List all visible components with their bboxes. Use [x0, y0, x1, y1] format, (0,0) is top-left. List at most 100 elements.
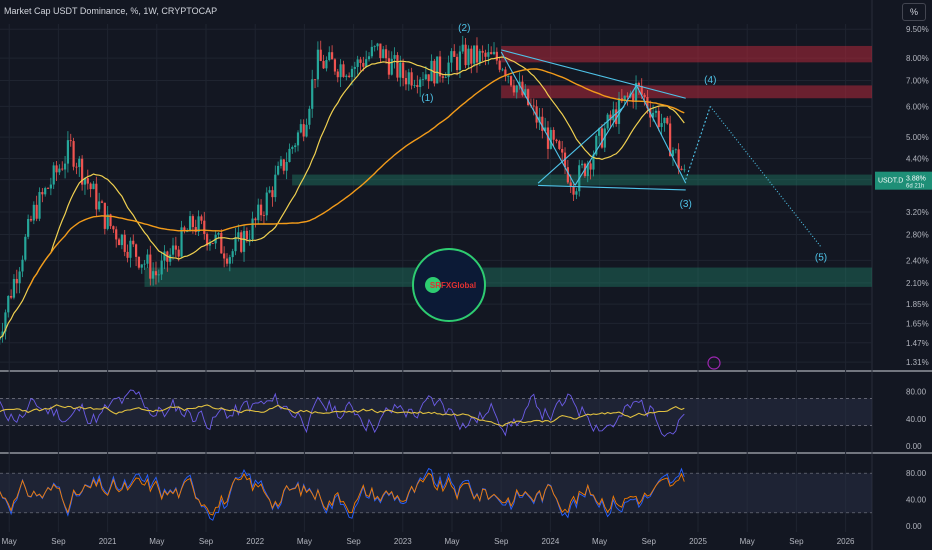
- time-tick-label: Sep: [494, 537, 509, 546]
- candle-body: [265, 192, 268, 216]
- candle-body: [46, 188, 50, 189]
- zigzag-leg: [537, 106, 625, 184]
- wave-label: (1): [421, 93, 433, 104]
- zigzag-leg: [574, 85, 637, 186]
- candle-body: [7, 295, 10, 313]
- price-tick-label: 6.00%: [906, 102, 929, 111]
- candle-body: [49, 184, 52, 189]
- time-tick-label: Sep: [199, 537, 214, 546]
- candlestick-series: [0, 35, 686, 345]
- candle-body: [651, 112, 655, 118]
- candle-body: [663, 117, 666, 124]
- candle-body: [197, 216, 200, 232]
- candle-body: [544, 127, 547, 131]
- candle-body: [18, 271, 21, 284]
- percent-scale-button[interactable]: %: [902, 3, 926, 21]
- candle-body: [152, 271, 155, 279]
- candle-body: [677, 149, 680, 169]
- candle-body: [83, 178, 87, 185]
- candle-body: [640, 86, 643, 95]
- price-tick-label: 7.00%: [906, 77, 929, 86]
- candle-body: [294, 145, 297, 148]
- time-tick-label: May: [149, 537, 164, 546]
- candle-body: [225, 258, 229, 264]
- candle-body: [305, 124, 308, 137]
- time-tick-label: Sep: [642, 537, 657, 546]
- candle-body: [277, 165, 280, 175]
- candle-body: [333, 59, 337, 72]
- wave-label: (5): [815, 252, 827, 263]
- candle-body: [319, 49, 322, 61]
- candle-body: [643, 94, 646, 97]
- candle-body: [421, 79, 425, 80]
- candle-body: [339, 64, 342, 78]
- candle-body: [268, 190, 271, 193]
- candle-body: [160, 260, 163, 275]
- candle-body: [248, 239, 251, 240]
- candle-body: [509, 76, 513, 86]
- candle-body: [228, 257, 231, 264]
- candle-body: [171, 245, 175, 255]
- candle-body: [359, 59, 362, 63]
- candle-body: [72, 141, 75, 167]
- osc-tick-label: 40.00: [906, 496, 927, 505]
- candle-body: [680, 168, 683, 170]
- candle-body: [413, 85, 416, 86]
- price-tick-label: 5.00%: [906, 133, 929, 142]
- candle-body: [637, 82, 640, 87]
- candle-body: [353, 66, 356, 69]
- candle-body: [546, 127, 550, 149]
- candle-body: [504, 69, 507, 77]
- price-tick-label: 8.00%: [906, 54, 929, 63]
- candle-body: [52, 165, 55, 185]
- candle-body: [367, 56, 371, 60]
- candle-body: [521, 81, 524, 96]
- candle-body: [240, 232, 243, 252]
- candle-body: [149, 254, 152, 279]
- osc-tick-label: 80.00: [906, 469, 927, 478]
- candle-body: [169, 254, 172, 262]
- candle-body: [38, 192, 41, 219]
- candle-body: [117, 239, 121, 246]
- candle-body: [112, 226, 115, 230]
- ma-fast-line: [0, 56, 685, 339]
- globe-icon: [425, 277, 441, 293]
- candle-body: [592, 154, 595, 170]
- candle-body: [129, 240, 132, 258]
- candle-body: [220, 233, 223, 254]
- candle-body: [419, 79, 422, 88]
- candle-body: [95, 183, 98, 210]
- candle-body: [362, 62, 365, 67]
- price-tick-label: 9.50%: [906, 25, 929, 34]
- candle-body: [350, 68, 354, 77]
- stoch-d-line: [0, 472, 685, 516]
- candle-body: [55, 165, 58, 173]
- candle-body: [666, 117, 669, 124]
- candle-body: [444, 77, 447, 78]
- candle-body: [461, 44, 464, 52]
- candle-body: [10, 295, 13, 298]
- candle-body: [518, 81, 521, 86]
- candle-body: [427, 74, 430, 82]
- candle-body: [251, 218, 254, 240]
- candle-body: [27, 218, 30, 237]
- candle-body: [379, 43, 382, 59]
- candle-body: [455, 56, 459, 71]
- candle-body: [154, 271, 158, 276]
- candle-body: [382, 49, 385, 59]
- wave-label: (4): [704, 75, 716, 86]
- price-tick-label: 1.65%: [906, 319, 929, 328]
- candle-body: [552, 129, 555, 140]
- candle-body: [106, 214, 109, 229]
- price-tick-label: 3.20%: [906, 208, 929, 217]
- candle-body: [612, 109, 615, 121]
- candle-body: [490, 52, 493, 55]
- candle-body: [174, 245, 177, 250]
- candle-body: [271, 190, 274, 198]
- candle-body: [143, 263, 146, 265]
- axes: 9.50% 8.00% 7.00% 6.00% 5.00% 4.40% 3.20% 2.80%…: [2, 25, 932, 546]
- time-tick-label: 2021: [99, 537, 117, 546]
- wedge-upper-trendline: [501, 49, 686, 99]
- candle-body: [373, 46, 376, 48]
